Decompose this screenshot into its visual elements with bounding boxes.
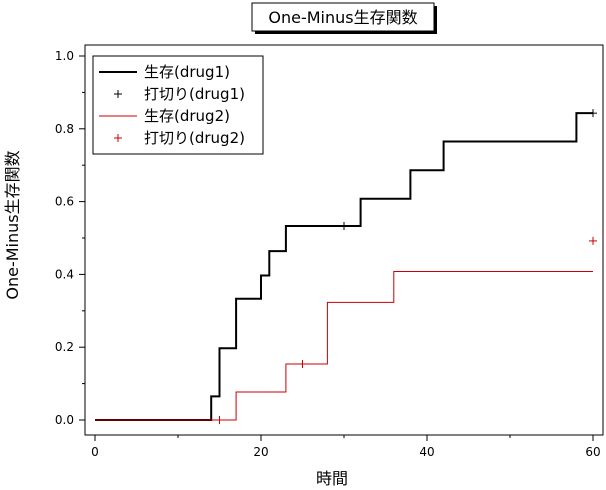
x-axis: 0 20 40 60 xyxy=(91,435,601,459)
y-tick-label: 0.4 xyxy=(55,267,74,281)
x-tick-label: 40 xyxy=(419,445,434,459)
x-axis-title: 時間 xyxy=(316,469,348,488)
y-axis-title: One-Minus生存関数 xyxy=(3,150,22,299)
legend-swatch-cross xyxy=(114,90,122,98)
legend-label: 生存(drug1) xyxy=(144,63,230,81)
x-tick-label: 60 xyxy=(585,445,600,459)
legend-item: 打切り(drug1) xyxy=(114,85,245,103)
chart-title-box: One-Minus生存関数 xyxy=(251,2,437,34)
censor-point xyxy=(589,109,597,118)
y-tick-label: 0.0 xyxy=(55,413,74,427)
y-tick-label: 0.8 xyxy=(55,122,74,136)
chart-title-frame xyxy=(251,2,435,32)
y-tick-label: 1.0 xyxy=(55,49,74,63)
series-line-1 xyxy=(95,112,593,421)
legend-label: 打切り(drug2) xyxy=(144,129,245,147)
legend-label: 生存(drug2) xyxy=(144,107,230,125)
series-layer xyxy=(95,109,597,424)
y-tick-label: 0.2 xyxy=(55,340,74,354)
legend-item: 生存(drug1) xyxy=(99,63,230,81)
series-line-3 xyxy=(95,270,593,421)
legend-swatch-cross xyxy=(114,134,122,142)
censor-point xyxy=(215,416,224,424)
censor-point xyxy=(298,359,307,368)
y-axis: 0.0 0.2 0.4 0.6 0.8 1.0 xyxy=(55,49,85,427)
censor-point xyxy=(589,236,597,245)
y-tick-label: 0.6 xyxy=(55,195,74,209)
chart-title: One-Minus生存関数 xyxy=(268,8,417,27)
legend-label: 打切り(drug1) xyxy=(144,85,245,103)
x-tick-label: 20 xyxy=(253,445,268,459)
legend-item: 打切り(drug2) xyxy=(114,129,245,147)
legend: 生存(drug1) 打切り(drug1) 生存(drug2) 打切り(drug2) xyxy=(92,55,264,155)
censor-point xyxy=(340,221,348,230)
x-tick-label: 0 xyxy=(91,445,99,459)
legend-item: 生存(drug2) xyxy=(99,107,230,125)
